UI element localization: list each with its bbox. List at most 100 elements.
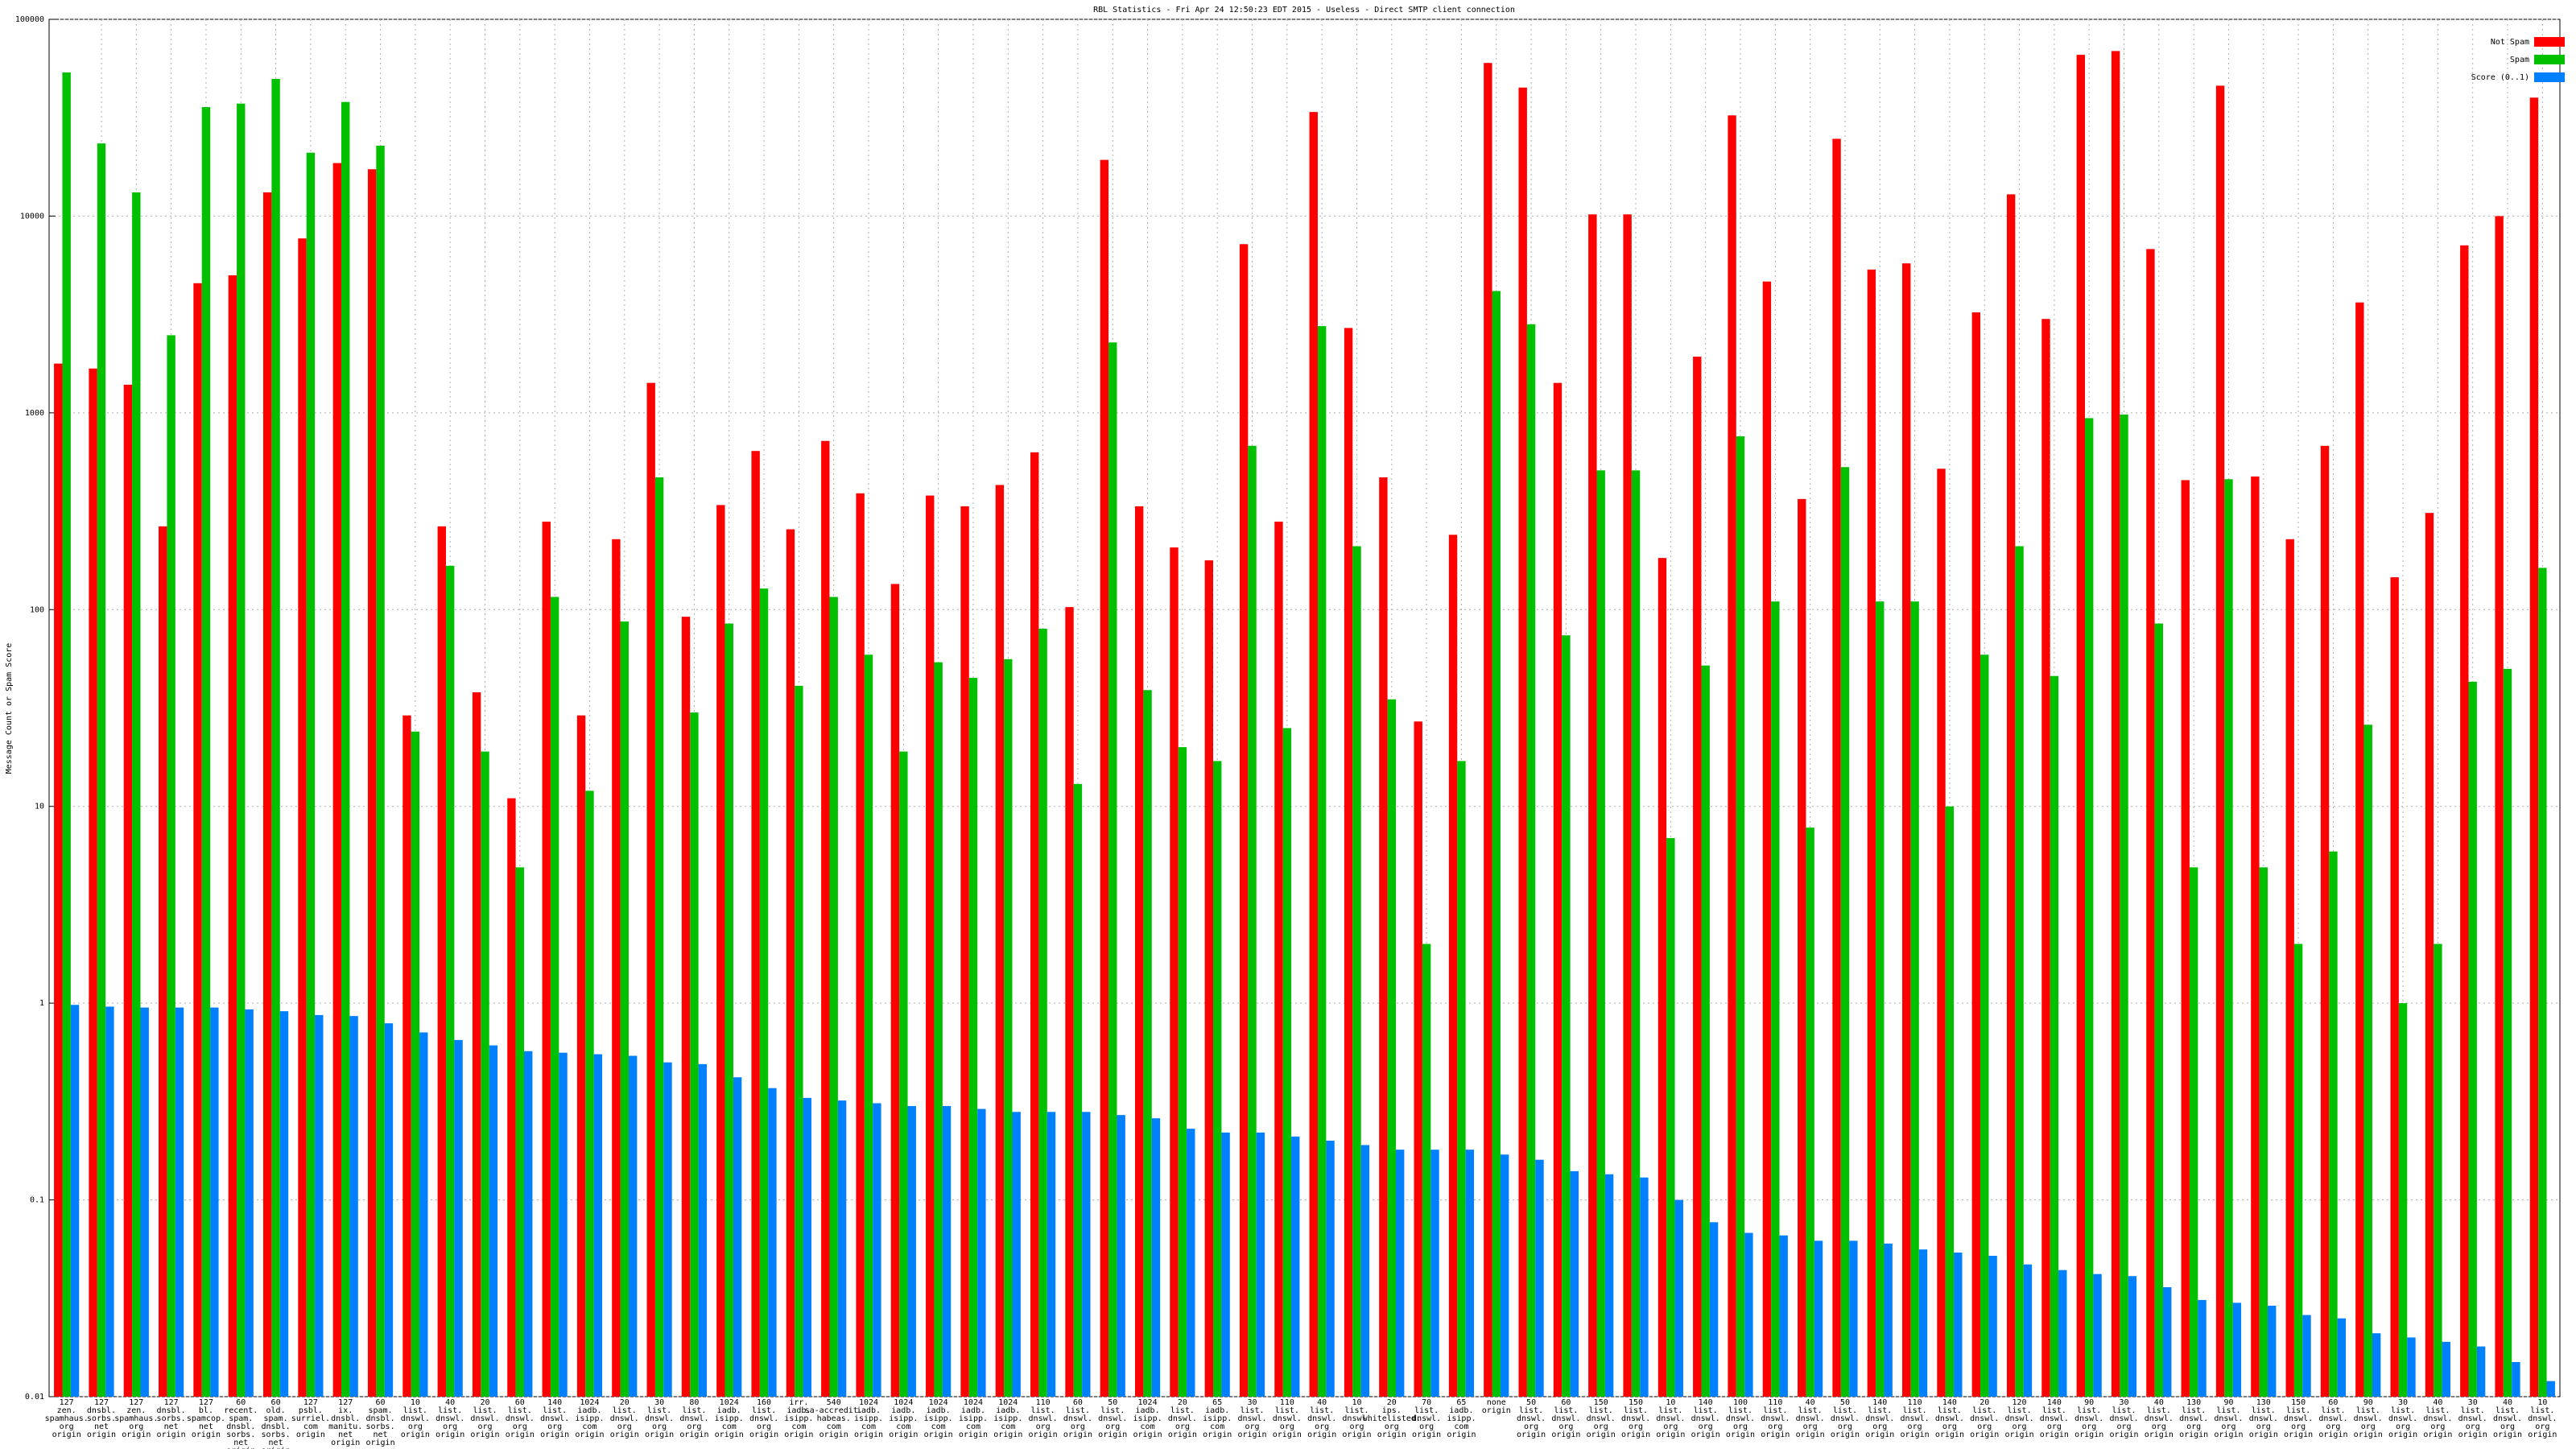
x-tick-label-line: origin xyxy=(436,1430,464,1439)
x-tick-label-line: origin xyxy=(52,1430,81,1439)
x-tick-label-line: org xyxy=(1977,1422,1992,1431)
x-tick-label-line: origin xyxy=(2284,1430,2313,1439)
x-tick-label-line: org xyxy=(687,1422,701,1431)
x-tick-label: 60 list. dnswl. org origin xyxy=(1551,1398,1580,1439)
x-tick-label: 127 zen. spamhaus. org origin xyxy=(114,1398,158,1439)
x-tick-label-line: list. xyxy=(2425,1406,2450,1415)
bar xyxy=(751,451,760,1397)
x-tick-label-line: dnswl. xyxy=(2493,1414,2522,1423)
bar xyxy=(1798,498,1806,1397)
bar xyxy=(1379,477,1388,1397)
x-tick-label-line: 150 xyxy=(2291,1398,2306,1407)
x-tick-label-line: origin xyxy=(1133,1430,1162,1439)
x-tick-label-line: list. xyxy=(1938,1406,1962,1415)
x-tick-label-line: 127 xyxy=(94,1398,109,1407)
x-tick-label-line: org xyxy=(443,1422,457,1431)
bar xyxy=(2093,1274,2102,1397)
x-tick-label-line: net xyxy=(374,1430,388,1439)
x-tick-label-line: origin xyxy=(2354,1430,2383,1439)
x-tick-label: 60 spam. dnsbl. sorbs. net origin xyxy=(365,1398,394,1447)
bar xyxy=(1360,1145,1370,1397)
bar xyxy=(1213,761,1222,1397)
x-tick-label-line: origin xyxy=(2423,1430,2452,1439)
bar xyxy=(2495,216,2504,1397)
x-tick-label-line: 65 xyxy=(1456,1398,1466,1407)
x-tick-label: 10 list. dnswl. org origin xyxy=(401,1398,430,1439)
x-tick-label-line: origin xyxy=(1307,1430,1336,1439)
bar xyxy=(2041,319,2050,1397)
bar xyxy=(2407,1337,2416,1397)
bar xyxy=(2215,85,2225,1397)
bar xyxy=(1876,601,1885,1397)
x-tick-label: 127 zen. spamhaus. org origin xyxy=(45,1398,89,1439)
x-tick-label: 110 list. dnswl. org origin xyxy=(1029,1398,1058,1439)
x-tick-label-line: origin xyxy=(1377,1430,1406,1439)
x-tick-label-line: 130 xyxy=(2186,1398,2201,1407)
x-tick-label-line: origin xyxy=(365,1439,394,1447)
bar xyxy=(54,363,63,1397)
x-tick-label-line: list. xyxy=(1170,1406,1195,1415)
x-tick-label-line: list. xyxy=(1066,1406,1090,1415)
bar xyxy=(1187,1129,1195,1397)
x-tick-label-line: org xyxy=(1071,1422,1085,1431)
x-tick-label-line: org xyxy=(1872,1422,1887,1431)
x-tick-label-line: 60 xyxy=(1073,1398,1083,1407)
bar xyxy=(402,715,411,1397)
x-tick-label-line: list. xyxy=(2077,1406,2101,1415)
x-tick-label-line: 60 xyxy=(376,1398,386,1407)
x-tick-label-line: origin xyxy=(192,1430,221,1439)
x-tick-label-line: origin xyxy=(296,1430,325,1439)
x-tick-label-line: list. xyxy=(1240,1406,1264,1415)
x-tick-label-line: list. xyxy=(1868,1406,1892,1415)
x-tick-label-line: list. xyxy=(2530,1406,2554,1415)
bar xyxy=(1728,115,1736,1397)
x-tick-label: 1024 iadb. isipp. com origin xyxy=(889,1398,918,1439)
bar xyxy=(2189,867,2198,1397)
x-tick-label-line: whitelisted. xyxy=(1363,1414,1421,1423)
x-tick-label-line: zen. xyxy=(57,1406,76,1415)
x-tick-label-line: origin xyxy=(993,1430,1022,1439)
bar xyxy=(70,1005,80,1397)
bar xyxy=(210,1007,219,1397)
x-tick-label-line: ix. xyxy=(338,1406,353,1415)
x-tick-label-line: dnswl. xyxy=(2354,1414,2383,1423)
bar xyxy=(89,368,97,1397)
x-tick-label-line: 90 xyxy=(2223,1398,2233,1407)
x-tick-label: 150 list. dnswl. org origin xyxy=(2284,1398,2313,1439)
bar xyxy=(698,1063,708,1397)
x-tick-label-line: 150 xyxy=(1594,1398,1608,1407)
legend-swatch xyxy=(2534,72,2565,82)
y-tick-label: 1000 xyxy=(25,409,44,418)
x-tick-label: 110 list. dnswl. org origin xyxy=(1901,1398,1930,1439)
x-tick-label-line: origin xyxy=(2493,1430,2522,1439)
x-tick-label-line: origin xyxy=(749,1430,778,1439)
bar xyxy=(1535,1159,1544,1397)
x-tick-label-line: list. xyxy=(1833,1406,1857,1415)
bar xyxy=(2293,943,2303,1397)
x-tick-label-line: list. xyxy=(1624,1406,1648,1415)
x-tick-label-line: org xyxy=(513,1422,527,1431)
x-tick-label-line: iadb. xyxy=(577,1406,601,1415)
bar xyxy=(1779,1235,1788,1397)
x-tick-label-line: origin xyxy=(1831,1430,1860,1439)
bar xyxy=(2398,1003,2408,1397)
bar xyxy=(1562,635,1571,1397)
x-tick-label: 65 iadb. isipp. com origin xyxy=(1203,1398,1232,1439)
bar xyxy=(2128,1276,2137,1397)
x-tick-label-line: 30 xyxy=(654,1398,664,1407)
x-tick-label-line: dnswl. xyxy=(506,1414,535,1423)
x-tick-label-line: dnswl. xyxy=(2145,1414,2174,1423)
x-tick-label-line: list. xyxy=(1344,1406,1368,1415)
bar xyxy=(1631,470,1641,1397)
x-tick-label-line: origin xyxy=(540,1430,569,1439)
bar xyxy=(237,103,246,1397)
x-tick-label-line: dnsbl. xyxy=(262,1422,291,1431)
x-tick-label-line: spam. xyxy=(229,1414,253,1423)
bar xyxy=(1553,382,1563,1397)
x-tick-label-line: spam. xyxy=(264,1414,288,1423)
x-tick-label-line: dnswl. xyxy=(2249,1414,2278,1423)
x-tick-label: 140 list. dnswl. org origin xyxy=(1865,1398,1894,1439)
x-tick-label-line: dnswl. xyxy=(1307,1414,1336,1423)
bar xyxy=(1134,506,1144,1397)
x-tick-label-line: origin xyxy=(1726,1430,1755,1439)
